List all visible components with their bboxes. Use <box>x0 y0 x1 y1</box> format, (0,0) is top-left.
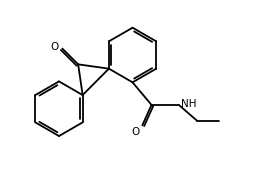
Text: O: O <box>132 127 140 137</box>
Text: NH: NH <box>181 99 196 109</box>
Text: O: O <box>50 42 58 52</box>
